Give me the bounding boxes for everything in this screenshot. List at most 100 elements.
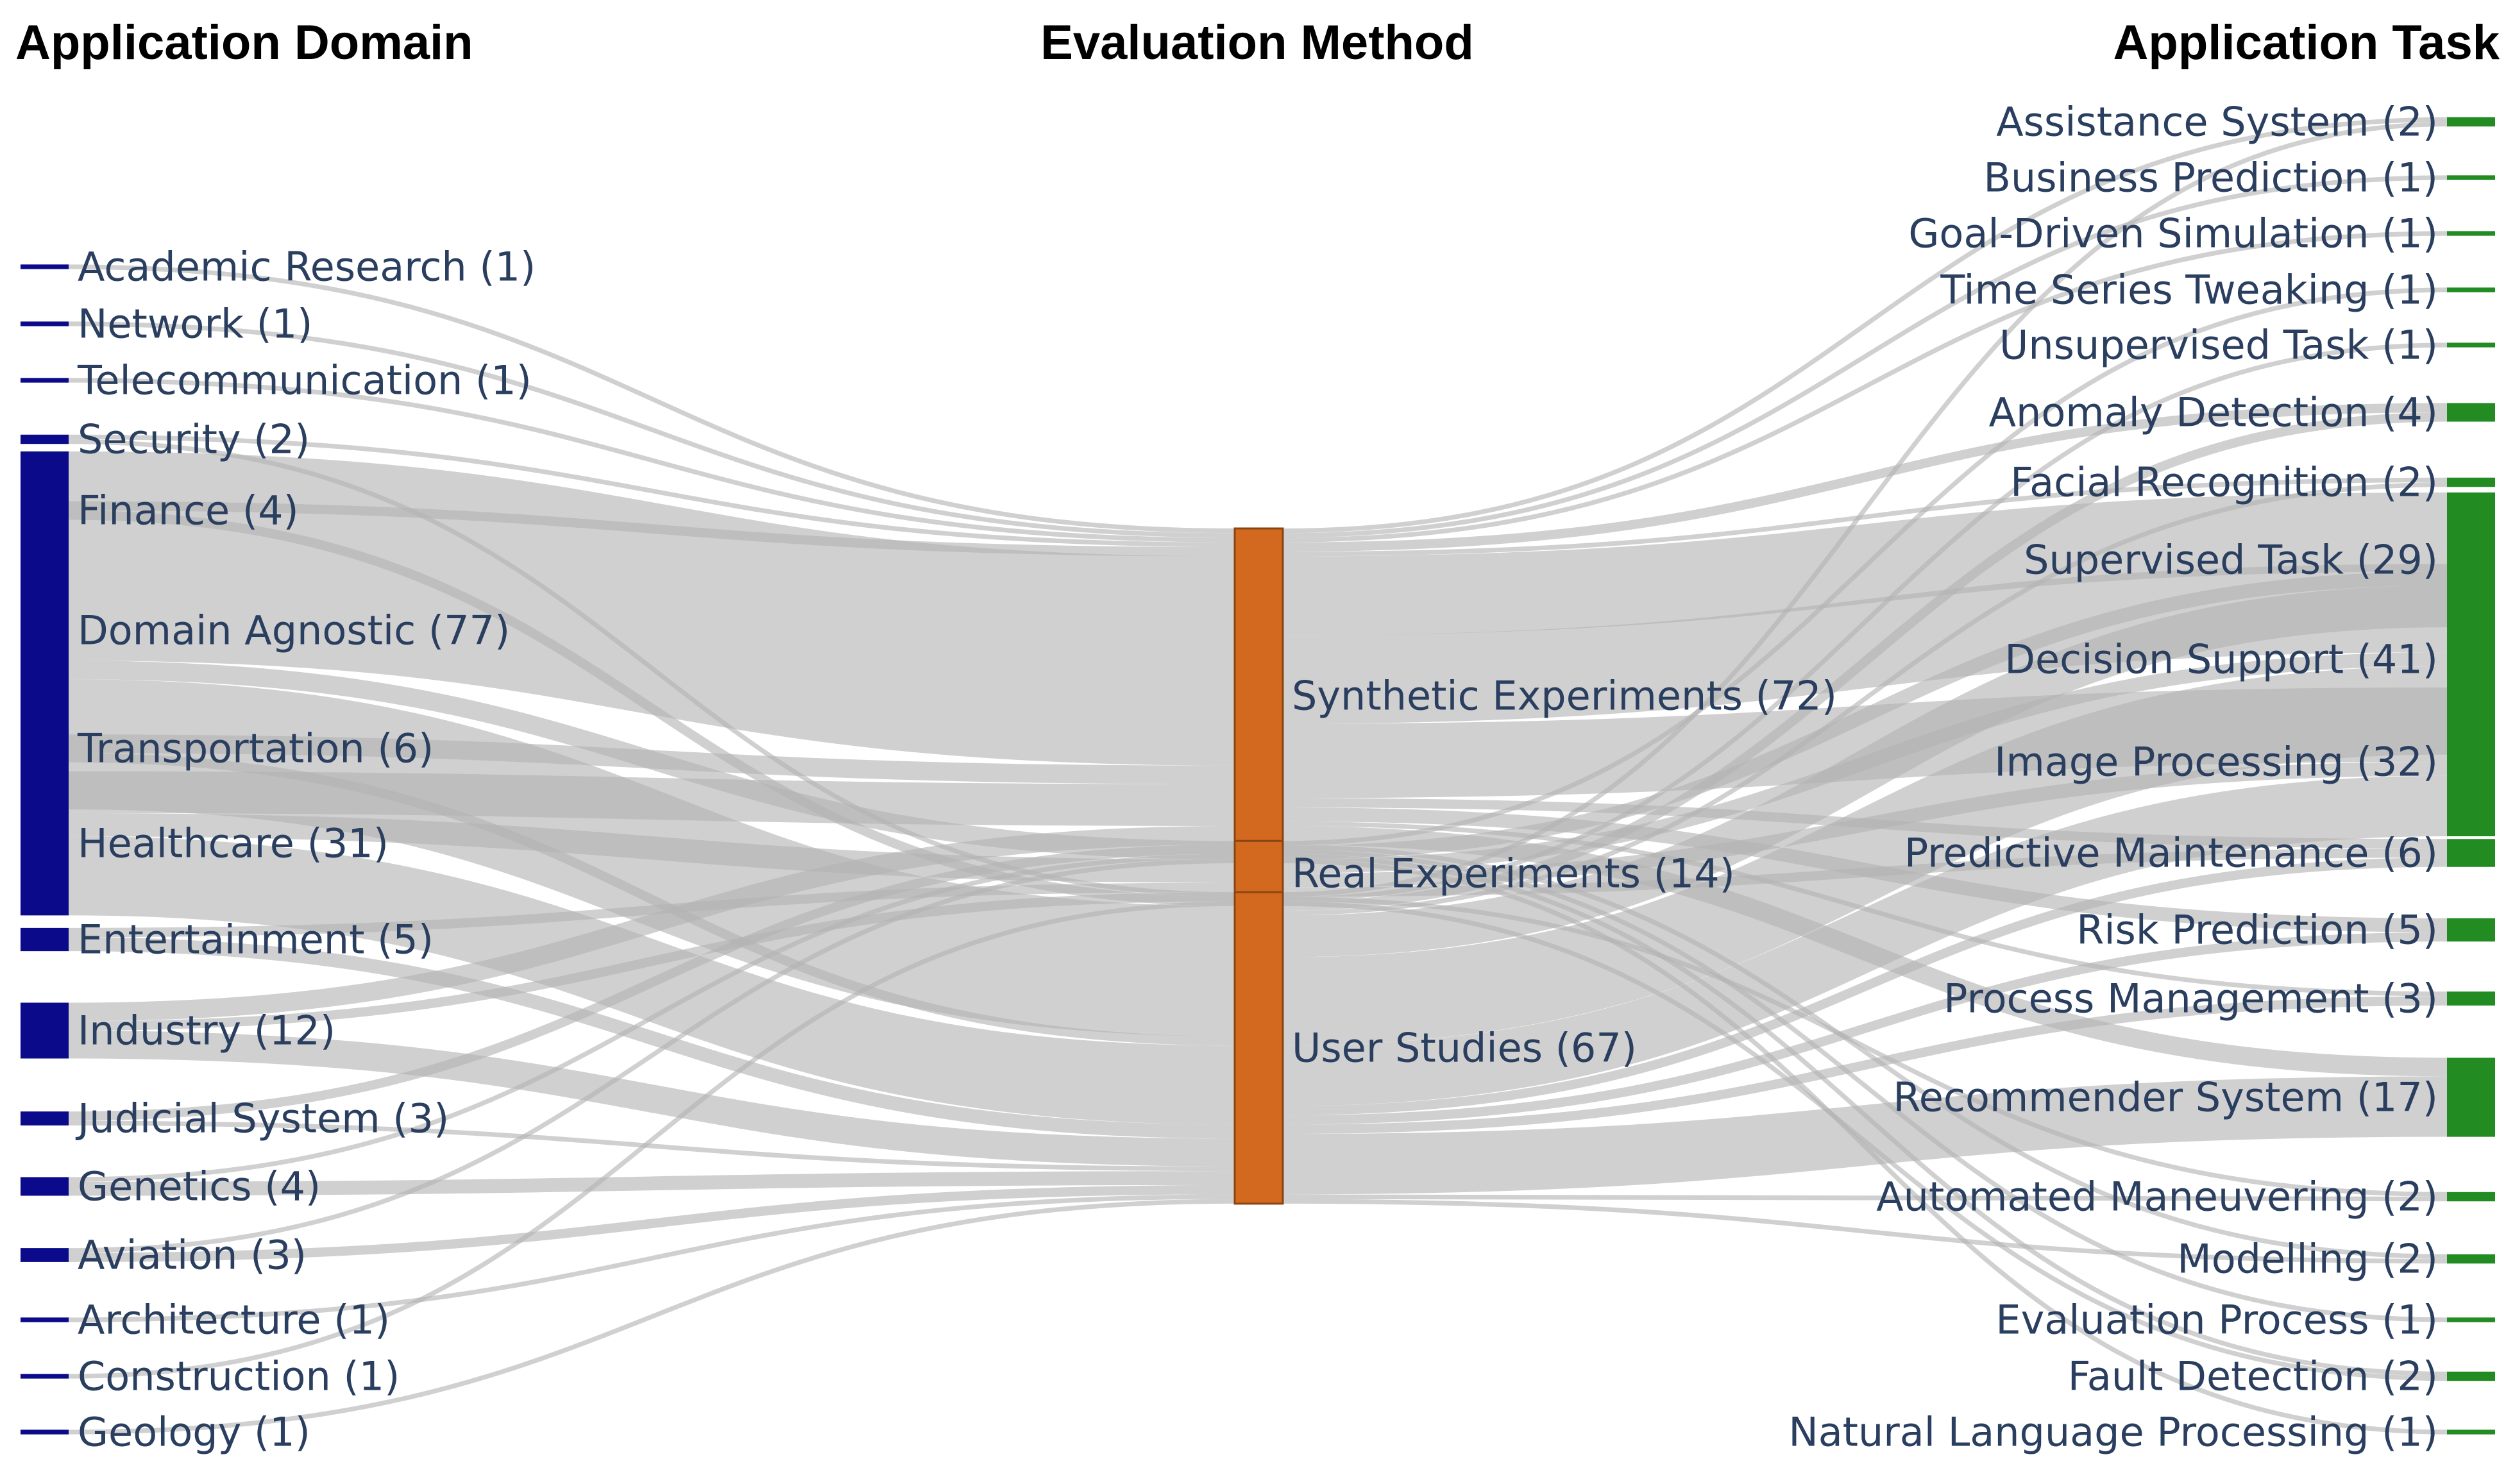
domain-node-network xyxy=(21,321,69,326)
flow-link-user-studies-to-assistance-system xyxy=(1282,122,2448,897)
flow-link-real-experiments-to-time-series-tweaking xyxy=(1282,287,2448,846)
task-node-modelling xyxy=(2447,1254,2495,1264)
method-node-synthetic-experiments xyxy=(1233,527,1284,864)
flow-link-synthetic-experiments-to-goal-driven-simulation xyxy=(1282,231,2448,543)
task-label-decision-support: Decision Support (41) xyxy=(2004,636,2438,683)
flow-link-user-studies-to-decision-support xyxy=(1282,666,2448,1046)
flow-link-entertainment-to-user-studies xyxy=(68,937,1235,1139)
task-node-assistance-system xyxy=(2447,117,2495,127)
domain-label-entertainment: Entertainment (5) xyxy=(78,916,434,963)
flow-link-judicial-system-to-synthetic-experiments xyxy=(68,845,1235,1121)
domain-label-judicial-system: Judicial System (3) xyxy=(75,1095,449,1142)
domain-label-security: Security (2) xyxy=(78,416,310,463)
method-label-real-experiments: Real Experiments (14) xyxy=(1292,850,1735,897)
flow-link-industry-to-synthetic-experiments xyxy=(68,826,1235,1022)
task-label-modelling: Modelling (2) xyxy=(2177,1236,2438,1283)
flow-link-architecture-to-user-studies xyxy=(68,1194,1235,1322)
task-node-natural-language-processing xyxy=(2447,1429,2495,1435)
task-node-automated-maneuvering xyxy=(2447,1192,2495,1202)
task-node-business-prediction xyxy=(2447,175,2495,180)
task-node-fault-detection xyxy=(2447,1371,2495,1381)
task-label-unsupervised-task: Unsupervised Task (1) xyxy=(1999,322,2438,369)
middle-column-title: Evaluation Method xyxy=(1040,15,1474,70)
domain-node-entertainment xyxy=(21,927,69,952)
task-node-anomaly-detection xyxy=(2447,403,2495,422)
domain-node-judicial-system xyxy=(21,1111,69,1126)
flow-link-judicial-system-to-user-studies xyxy=(68,1120,1235,1172)
flow-link-synthetic-experiments-to-assistance-system xyxy=(1282,117,2448,534)
task-node-recommender-system xyxy=(2447,1058,2495,1137)
flow-link-synthetic-experiments-to-business-prediction xyxy=(1282,175,2448,538)
domain-node-telecommunication xyxy=(21,378,69,383)
domain-node-healthcare xyxy=(21,771,69,916)
task-label-risk-prediction: Risk Prediction (5) xyxy=(2076,907,2438,954)
domain-node-academic-research xyxy=(21,264,69,269)
task-node-risk-prediction xyxy=(2447,918,2495,942)
column-titles: Application Domain Evaluation Method App… xyxy=(15,15,2500,70)
left-column-title: Application Domain xyxy=(15,15,473,70)
task-label-time-series-tweaking: Time Series Tweaking (1) xyxy=(1940,267,2438,314)
flow-link-network-to-synthetic-experiments xyxy=(68,321,1235,538)
flow-link-healthcare-to-synthetic-experiments xyxy=(68,771,1235,827)
domain-label-academic-research: Academic Research (1) xyxy=(78,244,536,291)
domain-node-transportation xyxy=(21,734,69,763)
flow-link-entertainment-to-real-experiments xyxy=(68,882,1235,938)
flow-link-domain-agnostic-to-synthetic-experiments xyxy=(68,451,1235,766)
task-label-fault-detection: Fault Detection (2) xyxy=(2068,1353,2438,1400)
task-label-business-prediction: Business Prediction (1) xyxy=(1983,155,2438,201)
domain-label-construction: Construction (1) xyxy=(78,1353,400,1400)
domain-label-geology: Geology (1) xyxy=(78,1409,310,1456)
task-node-evaluation-process xyxy=(2447,1317,2495,1322)
flow-link-synthetic-experiments-to-anomaly-detection xyxy=(1282,403,2448,552)
task-label-goal-driven-simulation: Goal-Driven Simulation (1) xyxy=(1908,210,2438,257)
flow-link-user-studies-to-process-management xyxy=(1282,996,2448,1134)
task-node-predictive-maintenance xyxy=(2447,839,2495,867)
domain-node-security xyxy=(21,434,69,444)
flow-link-security-to-synthetic-experiments xyxy=(68,434,1235,547)
task-label-predictive-maintenance: Predictive Maintenance (6) xyxy=(1904,830,2438,877)
flow-link-user-studies-to-modelling xyxy=(1282,1199,2448,1264)
task-label-natural-language-processing: Natural Language Processing (1) xyxy=(1788,1409,2438,1456)
task-node-facial-recognition xyxy=(2447,477,2495,487)
flow-link-industry-to-real-experiments xyxy=(68,892,1235,1031)
flow-link-construction-to-real-experiments xyxy=(68,901,1235,1379)
node-labels: Academic Research (1) Network (1) Telecomm… xyxy=(75,99,2438,1456)
task-label-anomaly-detection: Anomaly Detection (4) xyxy=(1989,389,2438,436)
task-node-time-series-tweaking xyxy=(2447,287,2495,292)
domain-label-telecommunication: Telecommunication (1) xyxy=(77,357,532,404)
task-node-unsupervised-task xyxy=(2447,342,2495,348)
domain-node-construction xyxy=(21,1374,69,1379)
task-node-process-management xyxy=(2447,991,2495,1006)
nodes xyxy=(21,117,2495,1435)
task-node-goal-driven-simulation xyxy=(2447,231,2495,236)
task-node-image-processing xyxy=(2447,687,2495,836)
flow-link-aviation-to-synthetic-experiments xyxy=(68,858,1235,1253)
task-label-recommender-system: Recommender System (17) xyxy=(1893,1074,2438,1121)
flow-link-aviation-to-user-studies xyxy=(68,1185,1235,1262)
flow-link-industry-to-user-studies xyxy=(68,1031,1235,1167)
task-label-supervised-task: Supervised Task (29) xyxy=(2024,537,2438,584)
domain-label-finance: Finance (4) xyxy=(78,487,299,534)
flow-link-real-experiments-to-supervised-task xyxy=(1282,571,2448,860)
domain-label-healthcare: Healthcare (31) xyxy=(78,820,389,867)
flow-link-telecommunication-to-synthetic-experiments xyxy=(68,378,1235,543)
flow-link-user-studies-to-risk-prediction xyxy=(1282,932,2448,1125)
domain-node-aviation xyxy=(21,1248,69,1262)
flow-link-transportation-to-synthetic-experiments xyxy=(68,734,1235,784)
flow-link-geology-to-user-studies xyxy=(68,1199,1235,1435)
domain-label-architecture: Architecture (1) xyxy=(78,1297,390,1344)
domain-label-transportation: Transportation (6) xyxy=(77,725,434,772)
flow-link-academic-research-to-synthetic-experiments xyxy=(68,264,1235,534)
domain-node-geology xyxy=(21,1429,69,1435)
right-column-title: Application Task xyxy=(2113,15,2500,70)
domain-label-industry: Industry (12) xyxy=(78,1008,335,1054)
flow-link-user-studies-to-anomaly-detection xyxy=(1282,412,2448,911)
method-label-synthetic-experiments: Synthetic Experiments (72) xyxy=(1292,673,1837,720)
flow-link-user-studies-to-image-processing xyxy=(1282,775,2448,1106)
flow-link-synthetic-experiments-to-facial-recognition xyxy=(1282,477,2448,557)
domain-node-industry xyxy=(21,1002,69,1059)
domain-label-aviation: Aviation (3) xyxy=(78,1232,307,1279)
task-label-automated-maneuvering: Automated Maneuvering (2) xyxy=(1876,1174,2438,1220)
flow-link-user-studies-to-automated-maneuvering xyxy=(1282,1194,2448,1202)
